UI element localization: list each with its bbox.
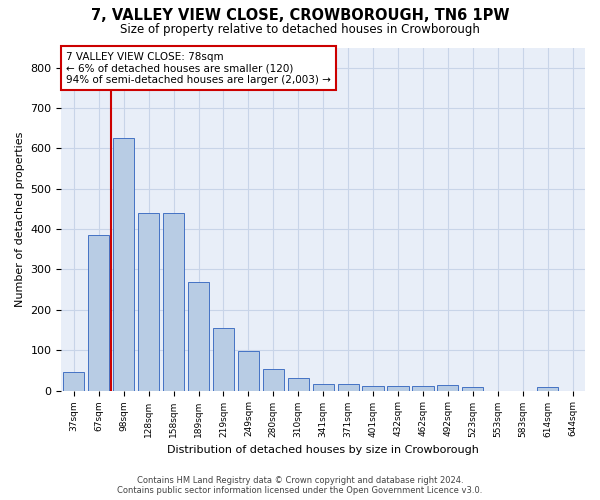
X-axis label: Distribution of detached houses by size in Crowborough: Distribution of detached houses by size …: [167, 445, 479, 455]
Bar: [462, 388, 484, 390]
Bar: [537, 388, 558, 390]
Bar: [88, 235, 109, 390]
Bar: [238, 352, 259, 391]
Bar: [437, 384, 458, 390]
Bar: [362, 386, 383, 390]
Bar: [338, 384, 359, 390]
Text: Size of property relative to detached houses in Crowborough: Size of property relative to detached ho…: [120, 22, 480, 36]
Text: Contains HM Land Registry data © Crown copyright and database right 2024.
Contai: Contains HM Land Registry data © Crown c…: [118, 476, 482, 495]
Text: 7 VALLEY VIEW CLOSE: 78sqm
← 6% of detached houses are smaller (120)
94% of semi: 7 VALLEY VIEW CLOSE: 78sqm ← 6% of detac…: [67, 52, 331, 84]
Bar: [188, 282, 209, 391]
Bar: [287, 378, 309, 390]
Bar: [63, 372, 85, 390]
Bar: [138, 213, 159, 390]
Text: 7, VALLEY VIEW CLOSE, CROWBOROUGH, TN6 1PW: 7, VALLEY VIEW CLOSE, CROWBOROUGH, TN6 1…: [91, 8, 509, 22]
Bar: [388, 386, 409, 390]
Bar: [313, 384, 334, 390]
Bar: [113, 138, 134, 390]
Bar: [412, 386, 434, 390]
Bar: [213, 328, 234, 390]
Y-axis label: Number of detached properties: Number of detached properties: [15, 132, 25, 306]
Bar: [163, 213, 184, 390]
Bar: [263, 369, 284, 390]
